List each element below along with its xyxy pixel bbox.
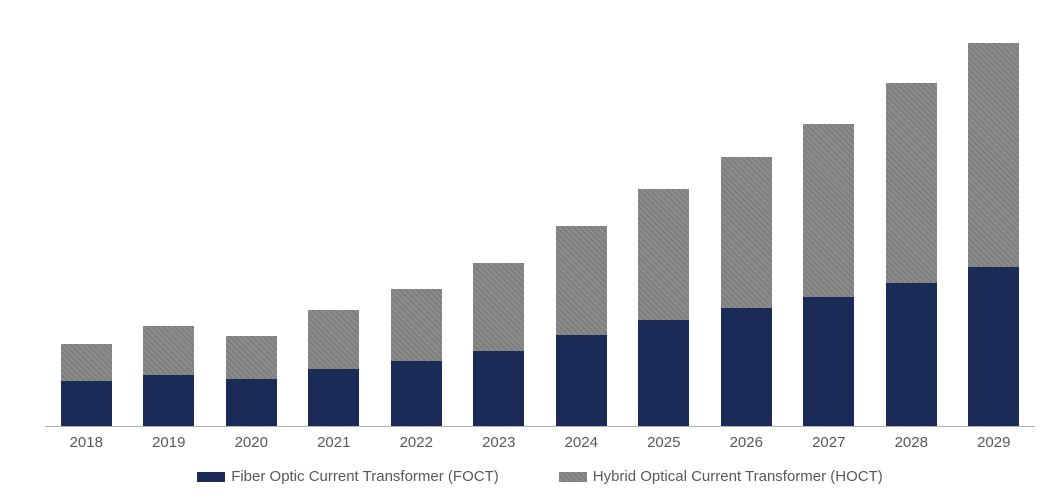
bar-2023 <box>473 263 524 426</box>
bar-seg-foct <box>803 297 854 426</box>
bar-seg-foct <box>391 361 442 426</box>
x-label: 2019 <box>128 434 211 451</box>
bar-seg-hoct <box>391 289 442 361</box>
stacked-bar-chart: 2018201920202021202220232024202520262027… <box>0 0 1063 502</box>
bar-seg-hoct <box>473 263 524 351</box>
x-label: 2024 <box>540 434 623 451</box>
bar-seg-hoct <box>638 189 689 320</box>
bar-seg-foct <box>308 369 359 426</box>
x-label: 2020 <box>210 434 293 451</box>
bar-2018 <box>61 344 112 426</box>
bar-2021 <box>308 310 359 426</box>
bar-seg-hoct <box>308 310 359 369</box>
bar-2028 <box>886 83 937 426</box>
bar-seg-foct <box>638 320 689 426</box>
bar-seg-hoct <box>721 157 772 308</box>
x-label: 2026 <box>705 434 788 451</box>
legend-swatch-hoct <box>559 472 587 482</box>
bar-seg-hoct <box>226 336 277 378</box>
x-label: 2029 <box>953 434 1036 451</box>
plot-area <box>45 18 1035 427</box>
bar-2026 <box>721 157 772 426</box>
bar-seg-foct <box>226 379 277 426</box>
x-label: 2025 <box>623 434 706 451</box>
bar-seg-hoct <box>968 43 1019 267</box>
bar-seg-hoct <box>143 326 194 375</box>
bar-seg-foct <box>61 381 112 426</box>
bar-2022 <box>391 289 442 426</box>
bar-seg-foct <box>143 375 194 426</box>
bar-2027 <box>803 124 854 426</box>
x-label: 2027 <box>788 434 871 451</box>
legend-swatch-foct <box>197 472 225 482</box>
x-label: 2028 <box>870 434 953 451</box>
legend-item-hoct: Hybrid Optical Current Transformer (HOCT… <box>559 468 883 485</box>
x-label: 2018 <box>45 434 128 451</box>
bar-seg-foct <box>886 283 937 426</box>
bar-seg-foct <box>556 335 607 426</box>
bar-seg-hoct <box>803 124 854 297</box>
legend-label: Hybrid Optical Current Transformer (HOCT… <box>593 468 883 485</box>
bar-seg-hoct <box>886 83 937 283</box>
x-label: 2023 <box>458 434 541 451</box>
x-label: 2021 <box>293 434 376 451</box>
bar-seg-hoct <box>556 226 607 335</box>
x-label: 2022 <box>375 434 458 451</box>
bar-seg-foct <box>721 308 772 426</box>
bar-2019 <box>143 326 194 426</box>
bar-seg-hoct <box>61 344 112 381</box>
legend-label: Fiber Optic Current Transformer (FOCT) <box>231 468 499 485</box>
bar-2025 <box>638 189 689 426</box>
legend-item-foct: Fiber Optic Current Transformer (FOCT) <box>197 468 499 485</box>
bar-2024 <box>556 226 607 426</box>
bar-seg-foct <box>968 267 1019 426</box>
bar-2029 <box>968 42 1019 426</box>
bar-2020 <box>226 336 277 426</box>
bar-seg-foct <box>473 351 524 426</box>
legend: Fiber Optic Current Transformer (FOCT) Hy… <box>45 468 1035 485</box>
